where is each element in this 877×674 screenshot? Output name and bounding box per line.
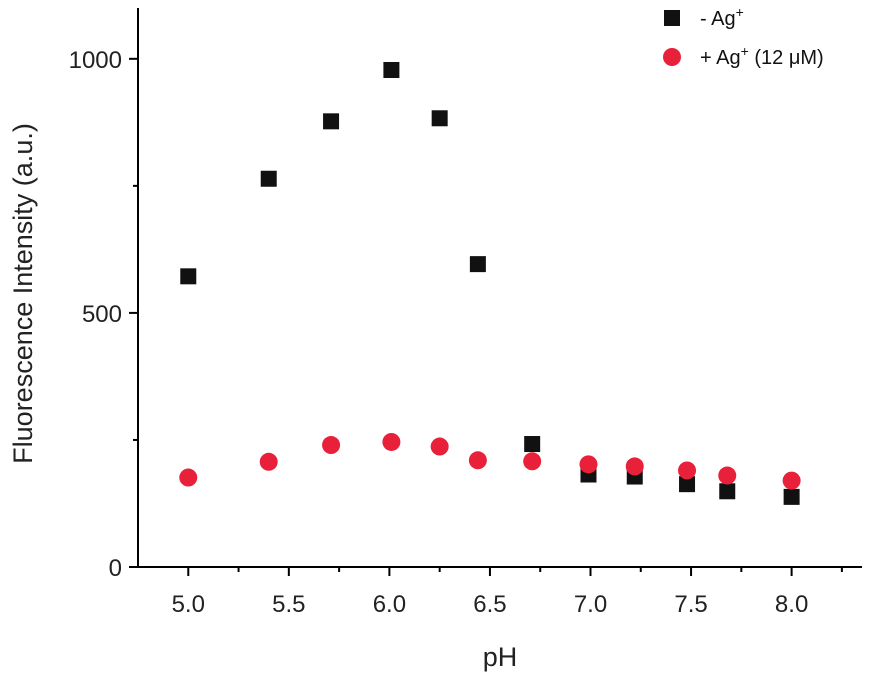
y-tick-label: 500 <box>82 301 122 328</box>
data-point-series-1 <box>469 256 486 273</box>
legend-label: + Ag+ (12 μM) <box>700 43 824 69</box>
data-point-series-1 <box>524 436 541 453</box>
legend-label: - Ag+ <box>700 4 744 30</box>
data-point-series-2 <box>179 468 198 487</box>
data-point-series-2 <box>382 432 401 451</box>
y-axis-ticks: 0 500 1000 <box>69 47 138 582</box>
x-tick-label: 5.5 <box>272 591 305 618</box>
data-point-series-2 <box>579 455 598 474</box>
y-tick-label: 0 <box>109 555 122 582</box>
data-point-series-2 <box>430 437 449 456</box>
data-point-series-2 <box>322 436 341 455</box>
data-point-series-2 <box>718 466 737 485</box>
legend: - Ag+ + Ag+ (12 μM) <box>663 4 824 69</box>
x-axis-ticks: 5.0 5.5 6.0 6.5 7.0 7.5 8.0 <box>172 567 843 618</box>
data-point-series-1 <box>719 483 736 500</box>
x-axis-title: pH <box>483 642 518 672</box>
x-tick-label: 7.5 <box>674 591 707 618</box>
data-point-series-1 <box>783 488 800 505</box>
data-point-series-2 <box>523 452 542 471</box>
data-point-series-1 <box>323 113 340 130</box>
data-point-series-1 <box>383 61 400 78</box>
y-axis-title: Fluorescence Intensity (a.u.) <box>8 123 38 464</box>
data-marks <box>179 61 801 505</box>
data-point-series-2 <box>468 451 487 470</box>
x-tick-label: 6.5 <box>473 591 506 618</box>
data-point-series-1 <box>679 476 696 493</box>
data-point-series-2 <box>259 452 278 471</box>
axes <box>137 8 862 568</box>
x-tick-label: 5.0 <box>172 591 205 618</box>
x-tick-label: 7.0 <box>574 591 607 618</box>
legend-marker-square <box>664 10 680 26</box>
legend-marker-circle <box>663 48 681 66</box>
data-point-series-1 <box>431 110 448 127</box>
data-point-series-2 <box>782 471 801 490</box>
data-point-series-2 <box>678 461 697 480</box>
x-tick-label: 6.0 <box>373 591 406 618</box>
x-tick-label: 8.0 <box>775 591 808 618</box>
y-tick-label: 1000 <box>69 47 122 74</box>
data-point-series-1 <box>260 170 277 187</box>
data-point-series-1 <box>180 268 197 285</box>
data-point-series-2 <box>625 457 644 476</box>
